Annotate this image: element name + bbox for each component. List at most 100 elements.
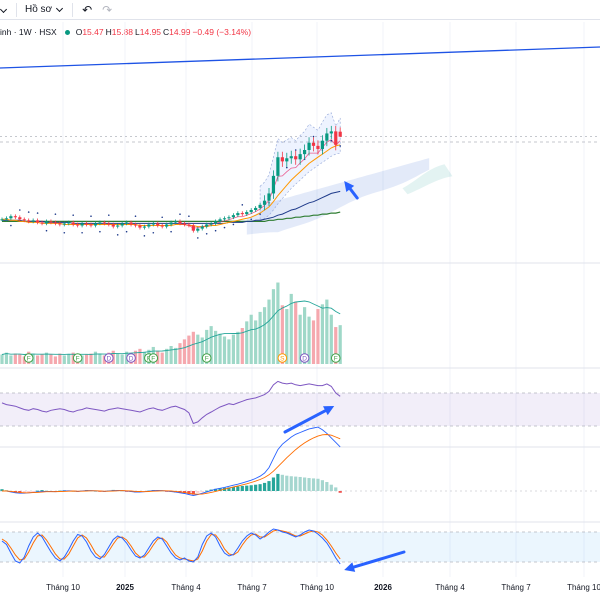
candle-body: [249, 210, 253, 213]
candle-body: [329, 131, 333, 134]
candle-body: [89, 224, 93, 226]
volume-bar: [320, 304, 324, 364]
event-marker-label: D: [129, 355, 134, 362]
profile-dropdown[interactable]: Hồ sơ: [21, 1, 68, 19]
macd-histogram-bar: [338, 491, 342, 493]
volume-bar: [196, 334, 200, 364]
chevron-down-icon[interactable]: [0, 0, 12, 20]
event-marker-label: S: [280, 355, 285, 362]
candle-body: [0, 219, 4, 221]
volume-bar: [49, 354, 53, 364]
macd-histogram-bar: [227, 487, 231, 491]
volume-bar: [289, 293, 293, 364]
macd-histogram-bar: [285, 475, 289, 491]
parabolic-sar-dot: [161, 216, 163, 219]
candle-body: [102, 222, 106, 224]
candle-body: [316, 145, 320, 149]
toolbar-divider: [72, 2, 74, 17]
stoch-arrow: [352, 550, 406, 569]
macd-histogram-bar: [36, 490, 40, 492]
candle-body: [334, 131, 338, 145]
macd-histogram-bar: [40, 490, 44, 491]
macd-histogram-bar: [298, 476, 302, 491]
candle-body: [138, 225, 142, 228]
volume-bar: [173, 347, 178, 364]
volume-bar: [231, 334, 235, 364]
candle-body: [200, 226, 204, 229]
macd-histogram-bar: [258, 484, 262, 491]
macd-histogram-bar: [307, 478, 311, 491]
volume-bar: [53, 356, 57, 364]
rsi-band-area: [0, 393, 600, 426]
candle-body: [53, 222, 57, 224]
candle-body: [222, 218, 227, 220]
event-marker-label: D: [302, 355, 307, 362]
parabolic-sar-dot: [125, 230, 128, 233]
parabolic-sar-dot: [170, 230, 172, 233]
volume-bar: [280, 305, 284, 364]
volume-bar: [40, 354, 44, 364]
candle-body: [267, 193, 271, 201]
stoch-k-line: [1, 528, 341, 565]
volume-bar: [9, 355, 13, 364]
candle-body: [111, 224, 115, 227]
volume-bar: [271, 289, 276, 364]
parabolic-sar-dot: [223, 226, 226, 229]
stochastic-pane: [0, 528, 600, 565]
future-cloud-area: [402, 164, 453, 195]
volume-bar: [214, 330, 218, 364]
symbol-label[interactable]: inh · 1W · HSX: [0, 27, 57, 37]
candle-body: [62, 223, 66, 225]
candle-body: [338, 131, 342, 137]
volume-ma-line: [1, 300, 341, 355]
volume-bar: [209, 326, 213, 364]
parabolic-sar-dot: [214, 229, 217, 232]
time-axis-label: Tháng 10: [46, 583, 80, 592]
macd-histogram-bar: [245, 485, 249, 491]
candle-body: [13, 216, 17, 218]
candle-body: [209, 223, 213, 225]
volume-bar: [120, 354, 124, 364]
candle-body: [58, 223, 62, 225]
macd-histogram-bar: [214, 488, 218, 491]
volume-bar: [311, 320, 316, 364]
volume-bar: [222, 336, 227, 364]
low-key: L: [135, 27, 140, 37]
toolbar-divider: [16, 2, 17, 17]
candle-body: [320, 140, 324, 149]
volume-bar: [334, 327, 338, 364]
parabolic-sar-dot: [286, 166, 288, 169]
candle-body: [40, 222, 44, 224]
candle-body: [231, 215, 235, 218]
volume-bar: [276, 282, 280, 364]
chevron-down-icon: [56, 4, 64, 12]
candle-body: [254, 207, 258, 210]
time-axis-label: Tháng 10: [300, 583, 334, 592]
candle-body: [271, 175, 276, 194]
parabolic-sar-dot: [294, 149, 297, 151]
redo-icon[interactable]: ↷: [102, 2, 113, 17]
time-axis-label: Tháng 7: [237, 583, 267, 592]
macd-histogram-bar: [31, 491, 35, 492]
macd-histogram-bar: [334, 487, 338, 491]
bollinger-band-area: [259, 112, 341, 222]
candle-body: [205, 224, 209, 227]
undo-icon[interactable]: ↶: [82, 2, 93, 17]
candle-body: [9, 216, 13, 219]
parabolic-sar-dot: [188, 215, 190, 218]
candle-body: [285, 158, 289, 162]
candle-body: [98, 222, 102, 224]
parabolic-sar-dot: [179, 213, 181, 215]
time-axis-label: Tháng 10: [567, 583, 600, 592]
trendline: [0, 46, 600, 69]
macd-histogram-bar: [303, 477, 307, 491]
volume-bar: [62, 355, 66, 364]
price-arrow: [348, 187, 359, 200]
volume-bar: [325, 299, 329, 364]
volume-bar: [258, 311, 262, 364]
annotations: [283, 181, 406, 572]
ohlc-legend: inh · 1W · HSX O 15.47 H 15.88 L 14.95 C…: [0, 26, 251, 38]
macd-pane: [0, 426, 600, 496]
